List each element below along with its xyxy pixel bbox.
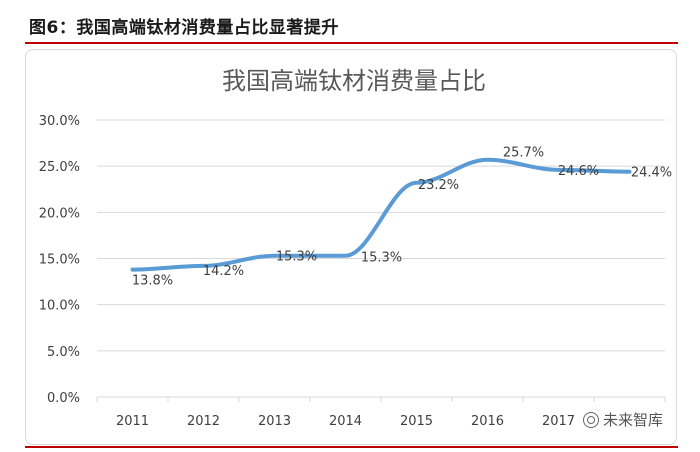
wechat-logo-icon xyxy=(583,411,599,428)
figure-header: 图6：我国高端钛材消费量占比显著提升 xyxy=(0,0,700,46)
chart-title: 我国高端钛材消费量占比 xyxy=(222,67,486,95)
x-tick-label: 2014 xyxy=(329,414,362,429)
data-point xyxy=(415,181,418,184)
y-tick-label: 15.0% xyxy=(39,253,80,268)
data-label: 24.6% xyxy=(558,164,599,179)
data-label: 23.2% xyxy=(418,178,459,193)
watermark: 未来智库 xyxy=(583,409,663,430)
data-label: 25.7% xyxy=(503,146,544,161)
data-point xyxy=(628,170,631,173)
watermark-text: 未来智库 xyxy=(603,411,664,429)
y-tick-label: 0.0% xyxy=(47,391,80,406)
data-point xyxy=(273,254,276,257)
data-label: 14.2% xyxy=(203,264,244,279)
header-rule xyxy=(25,42,678,44)
x-tick-label: 2017 xyxy=(542,414,575,429)
data-point xyxy=(344,254,347,257)
x-tick-label: 2016 xyxy=(471,414,504,429)
data-point xyxy=(202,264,205,267)
y-tick-label: 20.0% xyxy=(39,206,80,221)
y-tick-label: 25.0% xyxy=(39,160,80,175)
figure-caption: 图6：我国高端钛材消费量占比显著提升 xyxy=(29,18,339,38)
x-tick-label: 2015 xyxy=(400,414,433,429)
data-label: 13.8% xyxy=(132,274,173,289)
x-tick-label: 2011 xyxy=(116,414,149,429)
axes: 0.0% 5.0% 10.0% 15.0% 20.0% 25.0% 30.0% 2011 201… xyxy=(39,114,666,429)
grid-lines xyxy=(97,119,665,352)
x-tick-label: 2012 xyxy=(187,414,220,429)
y-tick-label: 10.0% xyxy=(39,299,80,314)
y-tick-label: 30.0% xyxy=(39,114,80,129)
series xyxy=(130,157,632,272)
data-labels: 13.8% 14.2% 15.3% 15.3% 23.2% 25.7% 24.6% 24.4% xyxy=(132,146,672,289)
chart-frame xyxy=(25,49,677,445)
data-label: 15.3% xyxy=(361,251,402,266)
y-tick-label: 5.0% xyxy=(47,345,80,360)
data-label: 15.3% xyxy=(276,250,317,265)
footer-rule xyxy=(25,446,678,448)
data-point xyxy=(486,158,489,161)
data-point xyxy=(557,168,560,171)
data-label: 24.4% xyxy=(631,166,672,181)
x-tick-label: 2013 xyxy=(258,414,291,429)
series-line xyxy=(130,157,632,272)
data-point xyxy=(131,268,134,271)
